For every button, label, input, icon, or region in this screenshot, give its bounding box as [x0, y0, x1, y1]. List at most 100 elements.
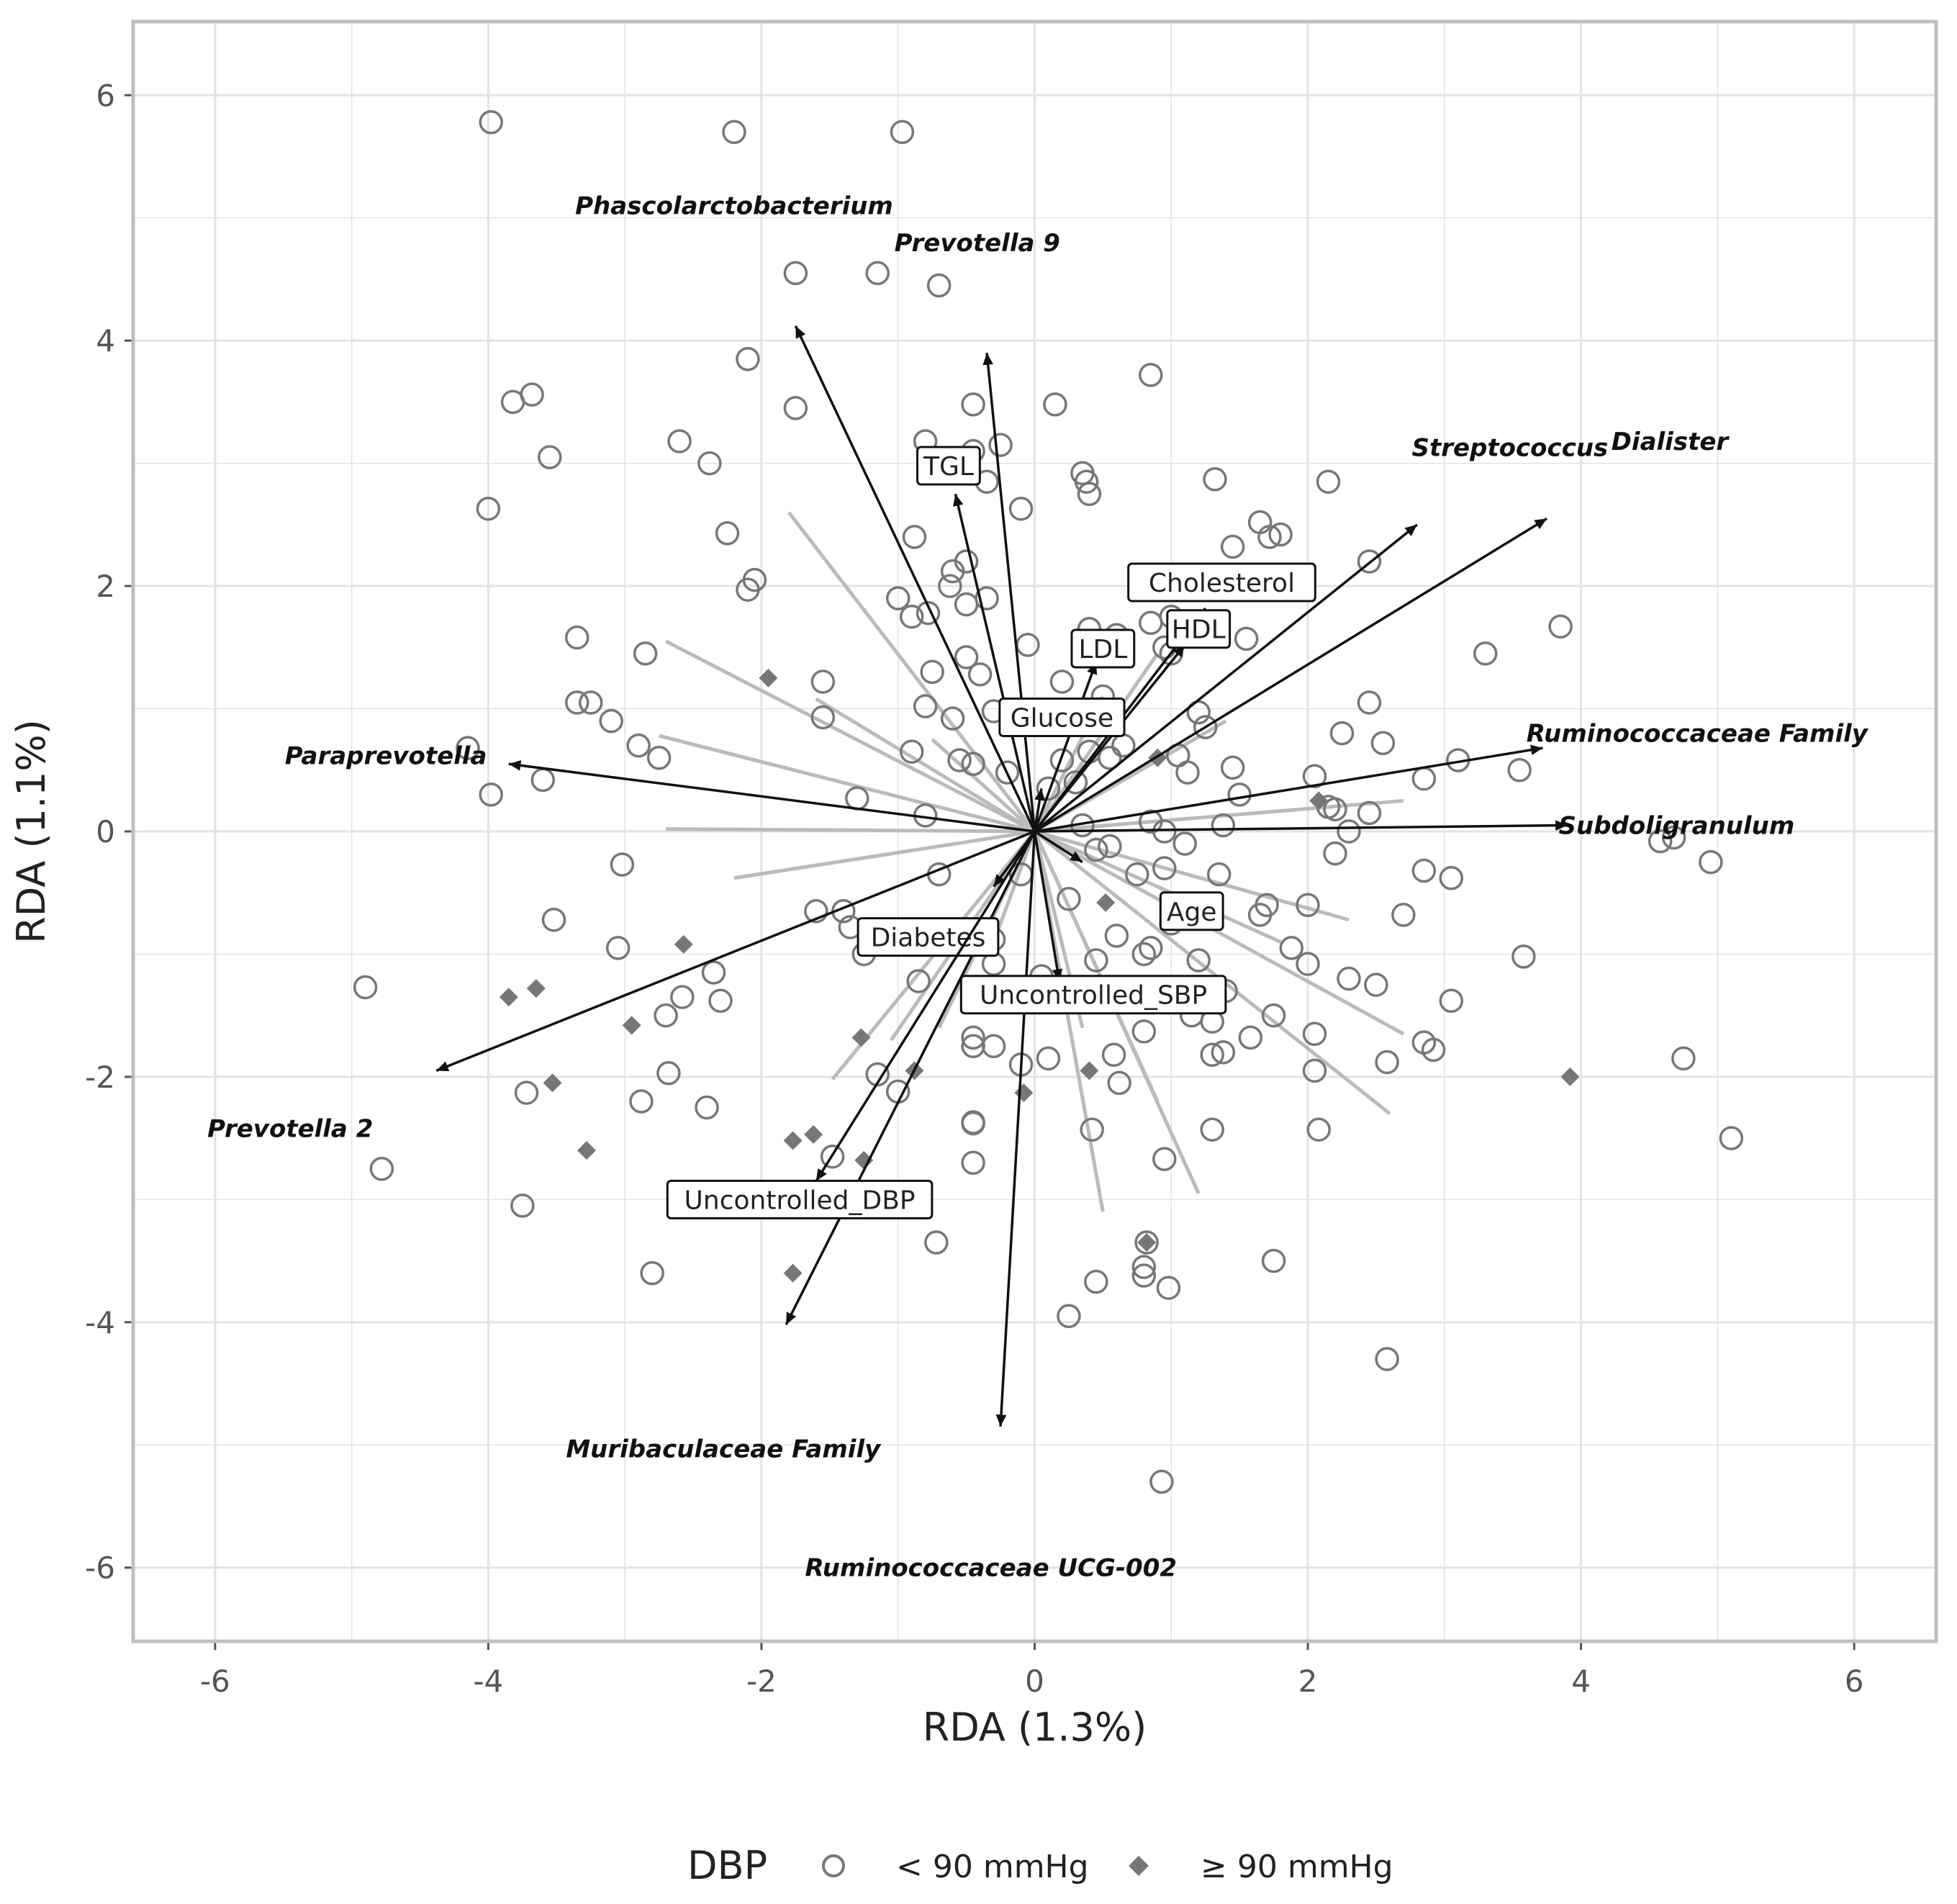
env-label-box-ldl — [1070, 628, 1136, 669]
point-open-circle — [1238, 1025, 1263, 1050]
point-open-circle — [1671, 1046, 1696, 1071]
species-arrow-paraprevotella-line — [508, 762, 1035, 833]
point-open-circle — [1131, 1255, 1157, 1279]
point-open-circle — [1323, 841, 1347, 866]
point-open-circle — [715, 521, 740, 546]
point-open-circle — [1125, 862, 1149, 887]
minor-vector-line — [659, 734, 1036, 834]
point-open-circle — [1411, 858, 1437, 883]
minor-vector-line — [992, 831, 1036, 943]
point-open-circle — [670, 985, 695, 1009]
point-open-circle — [1357, 800, 1382, 826]
point-open-circle — [1220, 755, 1245, 780]
point-filled-diamond — [783, 1263, 803, 1283]
y-tick-label: 6 — [96, 78, 115, 113]
point-open-circle — [961, 752, 985, 776]
species-label-subdoligranulum: Subdoligranulum — [1559, 811, 1795, 840]
point-open-circle — [1200, 1042, 1224, 1067]
plot-frame — [131, 19, 1938, 1643]
point-open-circle — [1211, 813, 1236, 838]
point-filled-diamond — [804, 1125, 823, 1145]
point-open-circle — [1077, 482, 1102, 506]
legend: DBP < 90 mmHg ≥ 90 mmHg — [687, 1843, 1393, 1888]
env-label-box-hdl — [1166, 609, 1231, 649]
point-open-circle — [1316, 469, 1341, 494]
point-open-circle — [954, 645, 979, 669]
point-open-circle — [1439, 988, 1464, 1013]
point-open-circle — [1139, 936, 1163, 960]
minor-vector-line — [666, 827, 1035, 834]
species-arrow-dialister-line — [1034, 517, 1548, 833]
point-open-circle — [736, 347, 760, 371]
point-open-circle — [1057, 887, 1081, 911]
env-vector-uncontrolled-dbp-line — [815, 831, 1036, 1182]
env-label-glucose: Glucose — [1011, 703, 1113, 733]
point-open-circle — [1149, 1469, 1174, 1494]
point-filled-diamond — [499, 988, 518, 1007]
point-open-circle — [1337, 966, 1361, 991]
point-open-circle — [885, 586, 910, 610]
point-open-circle — [1329, 721, 1355, 746]
point-open-circle — [1220, 534, 1245, 559]
y-tick-label: 2 — [96, 569, 115, 604]
env-label-tgl: TGL — [923, 452, 974, 482]
point-open-circle — [479, 782, 503, 807]
point-open-circle — [913, 694, 938, 718]
point-open-circle — [1172, 831, 1197, 856]
point-filled-diamond — [674, 934, 693, 954]
minor-vector-line — [1033, 830, 1391, 1116]
point-open-circle — [629, 1089, 654, 1114]
legend-label-at-least-90: ≥ 90 mmHg — [1201, 1849, 1393, 1885]
minor-vector-line — [1033, 830, 1160, 1103]
point-open-circle — [1101, 1042, 1126, 1067]
point-open-circle — [1156, 1276, 1181, 1300]
species-label-prevotella-9: Prevotella 9 — [895, 229, 1060, 258]
point-open-circle — [1152, 1147, 1177, 1171]
point-open-circle — [783, 396, 808, 420]
point-open-circle — [605, 936, 631, 960]
point-open-circle — [1074, 469, 1099, 494]
point-open-circle — [610, 852, 635, 877]
point-open-circle — [1057, 1304, 1081, 1329]
point-open-circle — [1084, 948, 1108, 973]
species-label-ruminococcaceae-family: Ruminococcaceae Family — [1527, 720, 1869, 749]
point-open-circle — [1296, 893, 1320, 918]
point-open-circle — [514, 1080, 539, 1105]
point-open-circle — [1206, 862, 1231, 887]
env-vector-tgl-head — [953, 494, 964, 507]
point-open-circle — [926, 273, 952, 298]
point-open-circle — [902, 525, 927, 549]
point-open-circle — [1131, 1019, 1157, 1044]
point-open-circle — [353, 975, 378, 1000]
env-label-box-age — [1159, 891, 1224, 931]
env-label-cholesterol: Cholesterol — [1149, 569, 1295, 598]
point-filled-diamond — [854, 1150, 874, 1170]
minor-vector-line — [815, 697, 1036, 834]
x-tick-label: -2 — [746, 1664, 777, 1699]
y-tick-label: 0 — [96, 814, 115, 849]
point-open-circle — [1107, 1070, 1131, 1096]
point-open-circle — [1084, 837, 1108, 862]
point-open-circle — [1043, 392, 1067, 417]
environmental-vectors: TGL Cholesterol HDL LDL Glucose Age Diabetes Un… — [666, 446, 1316, 1219]
point-open-circle — [1719, 1126, 1744, 1150]
point-open-circle — [961, 1111, 985, 1136]
point-open-circle — [981, 1034, 1006, 1059]
legend-marker-open-circle — [822, 1854, 845, 1877]
point-open-circle — [697, 451, 722, 476]
point-open-circle — [1152, 819, 1177, 844]
legend-title: DBP — [687, 1843, 767, 1888]
point-open-circle — [1211, 1040, 1236, 1065]
point-open-circle — [1391, 903, 1416, 927]
point-open-circle — [1247, 903, 1273, 927]
env-label-age: Age — [1167, 898, 1217, 927]
species-arrow-phascolarctobacterium-head — [795, 325, 806, 339]
species-arrow-prevotella-2-head — [436, 1061, 450, 1072]
point-open-circle — [1098, 834, 1122, 859]
point-open-circle — [1203, 467, 1227, 492]
point-open-circle — [565, 625, 589, 650]
point-open-circle — [890, 119, 915, 145]
env-vector-tgl-line — [954, 493, 1036, 832]
y-tick-label: 4 — [96, 323, 115, 358]
